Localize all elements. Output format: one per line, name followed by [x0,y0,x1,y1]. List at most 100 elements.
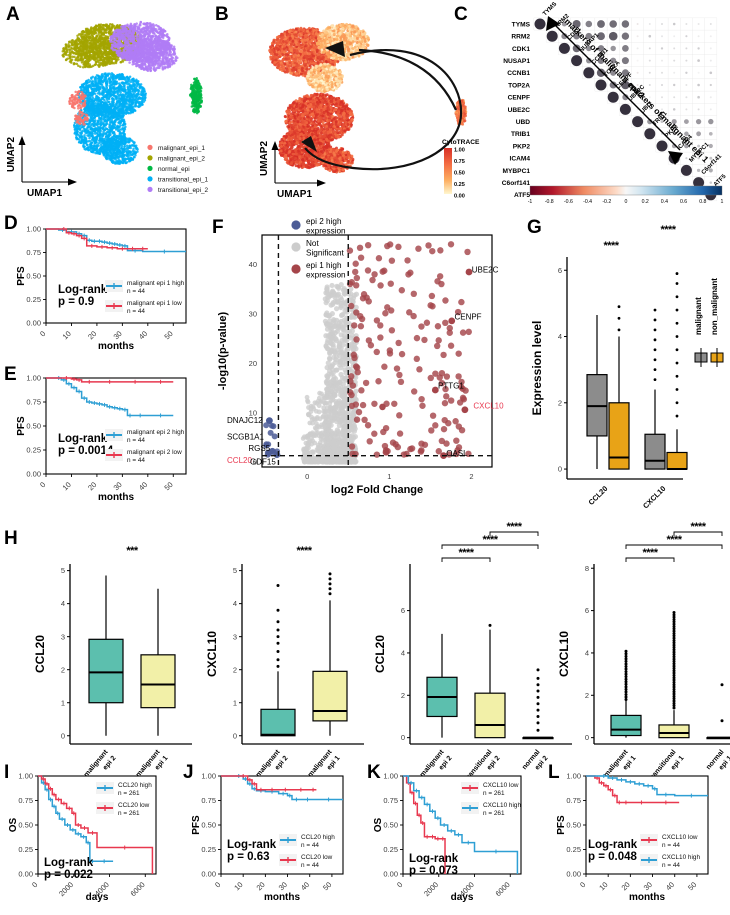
umap-point [138,34,141,38]
umap-point [88,80,91,84]
umap-point [144,23,148,26]
umap-point [98,116,101,119]
umap-point [174,57,177,60]
umap-point [99,113,102,116]
umap-point [95,52,99,56]
umap-point [98,35,102,38]
umap-point [86,134,89,137]
umap-point [132,88,135,91]
umap-point [133,37,136,40]
umap-point [132,82,136,86]
umap-point [118,120,122,123]
umap-point [165,60,169,64]
umap-point [138,86,142,89]
umap-point [148,50,152,54]
umap-point [100,32,103,35]
umap-point [116,106,120,110]
umap-point [100,106,104,110]
umap-point [79,65,82,68]
umap-point [105,82,108,85]
umap-point [150,64,154,67]
umap-point [105,93,109,97]
umap-point [135,64,138,68]
umap-point [98,58,102,62]
umap-point [141,86,144,89]
umap-point [109,127,113,130]
umap-point [156,62,160,65]
umap-point [142,61,146,65]
umap-point [89,28,93,31]
umap-point [139,97,142,101]
umap-point [83,136,86,140]
umap-point [103,108,107,111]
umap-point [142,41,145,44]
umap-point [88,41,92,45]
umap-point [87,56,91,60]
umap-point [102,62,106,65]
umap-point [122,120,125,123]
umap-point [110,121,113,124]
umap-point [94,147,97,151]
umap-point [89,103,93,106]
umap-point [86,65,90,69]
umap-point [120,47,123,50]
umap-point [81,40,84,44]
umap-point [96,60,100,63]
umap-point [115,80,119,84]
umap-point [126,82,129,86]
umap-point [144,44,148,48]
umap-point [67,42,70,46]
umap-point [117,73,120,77]
umap-point [87,148,90,152]
umap-point [157,41,161,45]
umap-point [91,45,95,48]
umap-point [161,66,164,70]
umap-point [154,39,157,43]
umap-point [88,63,92,66]
umap-point [79,54,82,58]
umap-point [139,36,143,40]
umap-point [110,59,114,62]
umap-point [83,33,86,37]
umap-point [160,50,163,53]
umap-point [86,94,90,98]
umap-point [152,24,156,27]
umap-point [142,38,146,42]
umap-point [142,67,145,70]
umap-point [150,27,153,31]
umap-point [90,150,94,154]
umap-point [114,44,117,48]
umap-point [99,141,102,144]
umap-point [111,54,115,58]
umap-point [81,36,85,40]
umap-point [123,84,126,87]
umap-point [107,26,110,29]
umap-point [86,40,89,44]
umap-point [91,30,95,33]
umap-point [125,45,129,48]
umap-point [116,125,120,129]
umap-point [103,72,106,76]
umap-point [147,30,151,34]
umap-point [164,54,168,58]
umap-point [108,102,112,106]
umap-point [125,75,129,79]
umap-point [79,32,82,36]
umap-point [163,29,167,33]
umap-point [162,51,166,55]
umap-point [143,33,147,36]
umap-point [109,39,112,42]
umap-point [100,101,103,104]
umap-point [104,111,108,115]
umap-point [117,39,120,43]
umap-point [167,54,170,57]
umap-point [102,47,106,50]
umap-point [110,26,114,30]
umap-point [112,44,115,47]
umap-point [133,90,137,93]
umap-point [99,49,102,53]
umap-point [158,66,161,70]
umap-point [71,50,74,54]
umap-point [86,51,89,55]
umap-point [114,95,117,98]
